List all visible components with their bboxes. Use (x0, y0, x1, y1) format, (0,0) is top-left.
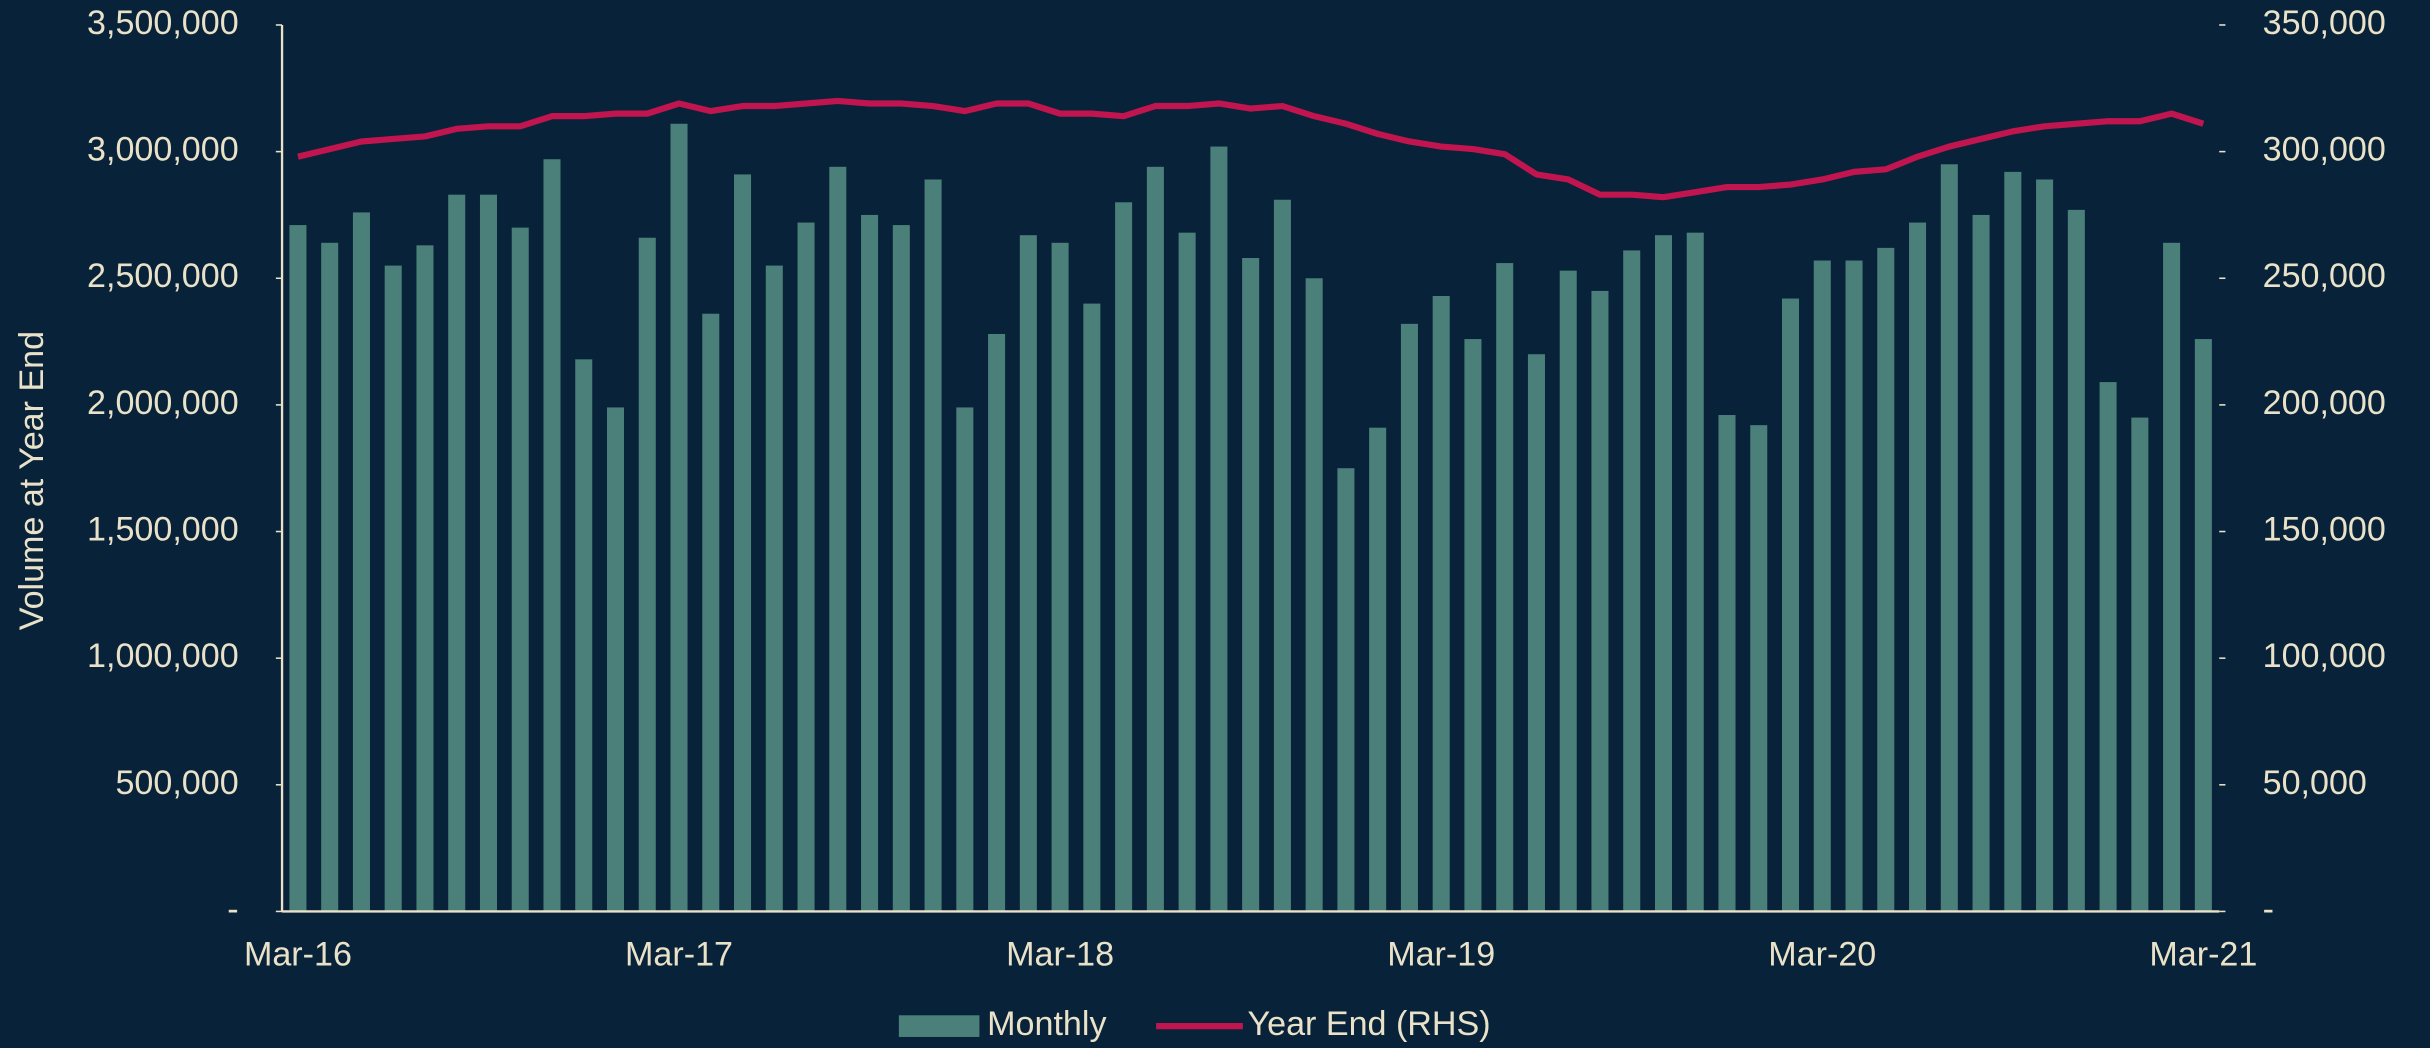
bar (797, 222, 815, 912)
y2-tick-label: 200,000 (2263, 384, 2386, 422)
bar (1559, 270, 1577, 912)
bar (543, 159, 561, 912)
bar (1527, 354, 1545, 912)
bar (352, 212, 370, 912)
legend-swatch (898, 1015, 980, 1037)
legend-label: Monthly (987, 1005, 1106, 1043)
bar (1781, 298, 1800, 912)
bar (511, 227, 529, 912)
legend-label: Year End (RHS) (1248, 1005, 1491, 1043)
bar (1083, 303, 1101, 912)
x-tick-label: Mar-21 (2149, 935, 2257, 973)
bar (956, 407, 974, 912)
x-tick-label: Mar-17 (625, 935, 733, 973)
bar (1940, 164, 1958, 912)
bar (2036, 179, 2054, 912)
bar (2131, 417, 2149, 912)
bar (861, 214, 879, 912)
bar (1718, 415, 1736, 912)
y2-tick-label: 250,000 (2263, 257, 2386, 295)
bar (1623, 250, 1641, 912)
y-tick-label: 2,000,000 (87, 384, 239, 422)
bar (1019, 235, 1037, 912)
y-axis-title: Volume at Year End (13, 331, 51, 630)
bar (638, 237, 656, 912)
bar (1813, 260, 1831, 912)
bar (479, 194, 497, 912)
bar (289, 225, 307, 912)
bar (1400, 323, 1418, 912)
bar (1654, 235, 1673, 912)
bar (1591, 290, 1609, 912)
bar (575, 359, 593, 912)
bar (1972, 214, 1990, 912)
x-tick-label: Mar-19 (1387, 935, 1495, 973)
bar (2163, 242, 2181, 912)
bar (2067, 209, 2085, 912)
y-tick-label: 3,500,000 (87, 4, 239, 42)
line (297, 97, 2205, 201)
bar (1369, 427, 1387, 912)
bar (1115, 202, 1133, 912)
y2-tick-label: 350,000 (2263, 4, 2386, 42)
bar (1877, 247, 1895, 912)
bar (2194, 339, 2212, 912)
bar (1686, 232, 1704, 912)
y-tick-label: 2,500,000 (87, 257, 239, 295)
x-tick-label: Mar-18 (1006, 935, 1114, 973)
y2-tick-label: 100,000 (2263, 637, 2386, 675)
y2-tick-label: 150,000 (2263, 511, 2386, 549)
bar (416, 245, 434, 912)
y2-tick-label: - (2263, 890, 2274, 928)
bar (702, 313, 720, 912)
bar (765, 265, 783, 912)
bar (2004, 171, 2022, 912)
bar (1845, 260, 1863, 912)
bar (384, 265, 402, 912)
y-tick-label: 1,500,000 (87, 511, 239, 549)
bar (1178, 232, 1196, 912)
y-tick-label: 500,000 (115, 764, 238, 802)
bar (1464, 339, 1482, 912)
bar (1210, 146, 1228, 912)
y-tick-label: - (227, 890, 238, 928)
bar (734, 174, 752, 912)
bar (1051, 242, 1069, 912)
bar (606, 407, 625, 912)
x-tick-label: Mar-16 (244, 935, 352, 973)
bar (1750, 425, 1768, 912)
bar (1242, 257, 1260, 912)
bar (2099, 382, 2117, 912)
bar (1146, 166, 1164, 912)
bar (670, 123, 688, 912)
bar (1273, 199, 1291, 912)
bar (829, 166, 847, 912)
bar (988, 333, 1006, 912)
x-tick-label: Mar-20 (1768, 935, 1876, 973)
bar (1432, 295, 1450, 912)
y2-tick-label: 300,000 (2263, 131, 2386, 169)
y-tick-label: 3,000,000 (87, 131, 239, 169)
bar (321, 242, 339, 912)
bar (1496, 263, 1514, 912)
bar (1909, 222, 1927, 912)
bar (448, 194, 466, 912)
bar (1305, 278, 1323, 912)
bar (892, 225, 910, 912)
y2-tick-label: 50,000 (2263, 764, 2367, 802)
bar (924, 179, 942, 912)
bar (1337, 468, 1355, 912)
y-tick-label: 1,000,000 (87, 637, 239, 675)
